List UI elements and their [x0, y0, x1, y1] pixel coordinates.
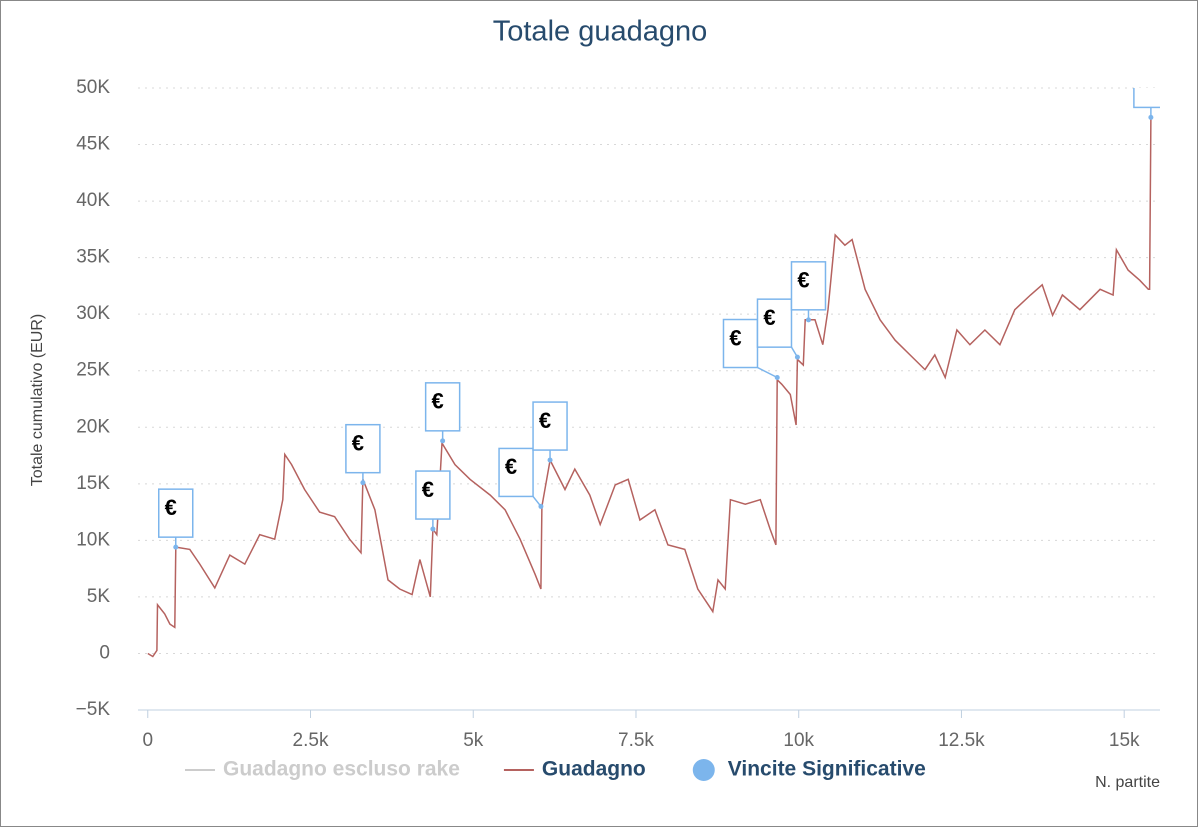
flag-box	[790, 261, 827, 311]
flag-box	[345, 423, 381, 474]
x-tick-label: 12.5k	[938, 730, 985, 751]
legend: Guadagno escluso rake Guadagno Vincite Sig…	[185, 758, 926, 781]
flag-point	[173, 544, 179, 550]
flag-point	[794, 354, 800, 360]
flag-point	[1148, 114, 1154, 120]
flag-box	[158, 488, 194, 538]
y-tick-label: 0	[99, 642, 110, 663]
flag-point	[805, 317, 811, 323]
flag-point	[547, 457, 553, 463]
flag-box	[532, 401, 568, 451]
flag-label: €	[729, 325, 741, 350]
legend-label: Guadagno	[542, 758, 646, 781]
y-tick-label: 35K	[76, 247, 110, 268]
flag-label: €	[165, 495, 177, 520]
flag-box	[756, 298, 793, 348]
flag: €	[1133, 65, 1160, 120]
legend-symbol	[692, 759, 715, 781]
y-tick-label: 5K	[87, 586, 111, 607]
flag-stem	[757, 366, 778, 379]
chart-title: Totale guadagno	[493, 16, 707, 48]
y-tick-label: 50K	[76, 77, 110, 98]
flag-label: €	[1140, 65, 1152, 90]
x-tick-label: 2.5k	[293, 730, 329, 751]
flag: €	[415, 470, 451, 532]
flag: €	[722, 318, 780, 381]
x-tick-label: 5k	[463, 730, 484, 751]
x-tick-label: 10k	[783, 730, 814, 751]
flag: €	[345, 423, 381, 486]
flag-point	[430, 526, 436, 532]
flag: €	[790, 261, 827, 323]
y-tick-label: −5K	[76, 699, 111, 720]
y-tick-label: 20K	[76, 416, 110, 437]
flag: €	[424, 382, 461, 444]
x-tick-label: 7.5k	[618, 730, 654, 751]
y-axis-title: Totale cumulativo (EUR)	[29, 314, 46, 487]
flag: €	[498, 447, 544, 509]
legend-item[interactable]: Guadagno escluso rake	[185, 758, 460, 781]
x-tick-label: 15k	[1109, 730, 1140, 751]
flag-label: €	[352, 430, 364, 455]
y-tick-label: 45K	[76, 134, 110, 155]
flag: €	[756, 298, 800, 360]
flag-box	[424, 382, 461, 432]
legend-item[interactable]: Vincite Significative	[692, 758, 926, 781]
legend-label: Guadagno escluso rake	[223, 758, 460, 781]
legend-item[interactable]: Guadagno	[503, 758, 646, 781]
flag-point	[360, 480, 366, 486]
flag-point	[538, 503, 544, 509]
flag-point	[440, 438, 446, 444]
x-tick-label: 0	[142, 730, 153, 751]
flag-box	[415, 470, 451, 520]
plot-area: € € € € € € € € € €	[147, 65, 1160, 658]
flag-label: €	[797, 268, 809, 293]
flag-point	[774, 375, 780, 381]
y-tick-label: 15K	[76, 473, 110, 494]
y-tick-label: 30K	[76, 303, 110, 324]
flag-label: €	[422, 477, 434, 502]
y-tick-label: 40K	[76, 190, 110, 211]
y-tick-label: 25K	[76, 360, 110, 381]
flag-label: €	[505, 454, 517, 479]
legend-label: Vincite Significative	[728, 758, 926, 781]
flag-label: €	[432, 389, 444, 414]
flag-box	[498, 447, 534, 498]
y-tick-label: 10K	[76, 529, 110, 550]
flag-box	[1133, 88, 1160, 109]
flag: €	[532, 401, 568, 463]
flag: €	[158, 488, 194, 550]
series-line	[147, 117, 1152, 658]
flag-label: €	[763, 305, 775, 330]
x-axis-title: N. partite	[1095, 774, 1160, 791]
flag-label: €	[539, 408, 551, 433]
